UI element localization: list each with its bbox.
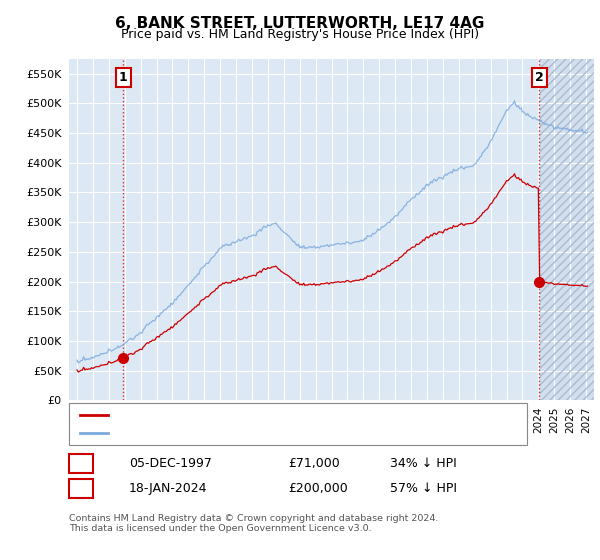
Text: 05-DEC-1997: 05-DEC-1997 <box>129 457 212 470</box>
Text: 34% ↓ HPI: 34% ↓ HPI <box>390 457 457 470</box>
Bar <box>539 59 594 400</box>
Text: £200,000: £200,000 <box>288 482 348 495</box>
Text: 18-JAN-2024: 18-JAN-2024 <box>129 482 208 495</box>
Text: 57% ↓ HPI: 57% ↓ HPI <box>390 482 457 495</box>
Text: 6, BANK STREET, LUTTERWORTH, LE17 4AG: 6, BANK STREET, LUTTERWORTH, LE17 4AG <box>115 16 485 31</box>
Text: HPI: Average price, detached house, Harborough: HPI: Average price, detached house, Harb… <box>111 428 383 438</box>
Text: 1: 1 <box>77 457 85 470</box>
Text: 2: 2 <box>77 482 85 495</box>
Bar <box>539 59 594 400</box>
Text: Contains HM Land Registry data © Crown copyright and database right 2024.
This d: Contains HM Land Registry data © Crown c… <box>69 514 439 534</box>
Text: Price paid vs. HM Land Registry's House Price Index (HPI): Price paid vs. HM Land Registry's House … <box>121 28 479 41</box>
Text: 2: 2 <box>535 71 544 84</box>
Text: £71,000: £71,000 <box>288 457 340 470</box>
Text: 1: 1 <box>119 71 128 84</box>
Text: 6, BANK STREET, LUTTERWORTH, LE17 4AG (detached house): 6, BANK STREET, LUTTERWORTH, LE17 4AG (d… <box>111 410 455 420</box>
